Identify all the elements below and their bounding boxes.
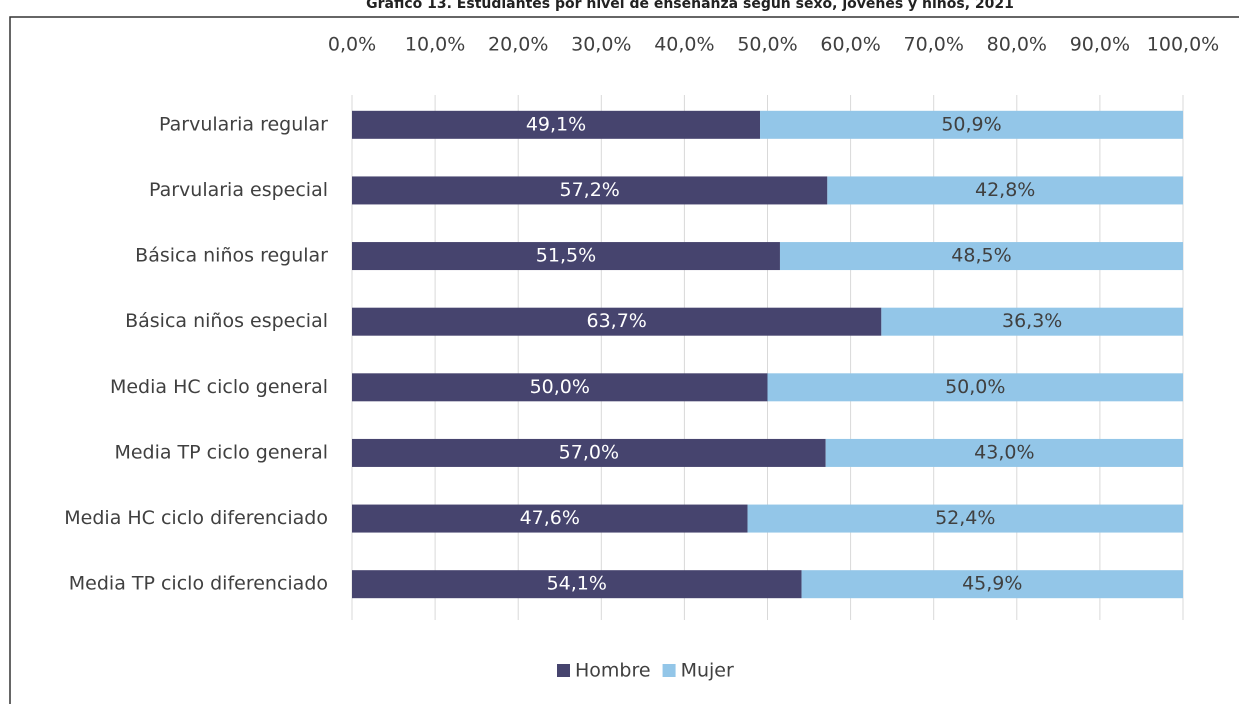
bar-segment (352, 438, 826, 467)
data-label: 57,0% (559, 441, 619, 463)
bar-segment (767, 373, 1183, 402)
bar-segment (881, 307, 1183, 336)
bar-segment (827, 176, 1183, 205)
bar-segment (825, 438, 1183, 467)
bar-segment (352, 176, 828, 205)
data-label: 48,5% (951, 245, 1011, 267)
bar-segment (352, 570, 802, 599)
data-label: 50,0% (945, 376, 1005, 398)
y-tick-label: Media TP ciclo general (114, 441, 328, 463)
bar-segment (760, 110, 1183, 139)
x-tick-label: 0,0% (328, 34, 376, 56)
chart-frame (9, 16, 1239, 704)
data-label: 42,8% (975, 179, 1035, 201)
data-label: 47,6% (520, 507, 580, 529)
bar-segment (352, 110, 761, 139)
bar-segment (352, 242, 780, 271)
x-tick-label: 20,0% (488, 34, 548, 56)
bar-segment (352, 373, 768, 402)
x-tick-label: 90,0% (1070, 34, 1130, 56)
y-tick-label: Parvularia regular (159, 113, 328, 135)
data-label: 50,9% (941, 113, 1001, 135)
x-tick-label: 80,0% (987, 34, 1047, 56)
data-label: 63,7% (586, 310, 646, 332)
bar-segment (352, 307, 882, 336)
data-label: 52,4% (935, 507, 995, 529)
legend-swatch (662, 664, 676, 677)
legend-label: Mujer (681, 660, 734, 682)
y-tick-label: Básica niños especial (125, 310, 328, 332)
data-label: 49,1% (526, 113, 586, 135)
data-label: 50,0% (530, 376, 590, 398)
x-tick-label: 30,0% (571, 34, 631, 56)
y-tick-label: Media TP ciclo diferenciado (69, 573, 328, 595)
legend-label: Hombre (575, 660, 651, 682)
data-label: 45,9% (962, 573, 1022, 595)
data-label: 57,2% (559, 179, 619, 201)
y-tick-label: Media HC ciclo diferenciado (64, 507, 328, 529)
x-tick-label: 40,0% (654, 34, 714, 56)
x-tick-label: 60,0% (820, 34, 880, 56)
y-tick-label: Parvularia especial (149, 179, 328, 201)
bar-segment (747, 504, 1183, 533)
x-tick-label: 70,0% (904, 34, 964, 56)
x-tick-label: 50,0% (737, 34, 797, 56)
data-label: 51,5% (536, 245, 596, 267)
bar-segment (801, 570, 1183, 599)
data-label: 36,3% (1002, 310, 1062, 332)
bar-segment (352, 504, 748, 533)
x-tick-label: 10,0% (405, 34, 465, 56)
y-tick-label: Básica niños regular (135, 245, 328, 267)
data-label: 43,0% (974, 441, 1034, 463)
legend-swatch (557, 664, 570, 677)
data-label: 54,1% (547, 573, 607, 595)
bar-segment (779, 242, 1183, 271)
y-tick-label: Media HC ciclo general (110, 376, 328, 398)
x-tick-label: 100,0% (1147, 34, 1219, 56)
chart-title: Gráfico 13. Estudiantes por nivel de ens… (366, 0, 1014, 12)
